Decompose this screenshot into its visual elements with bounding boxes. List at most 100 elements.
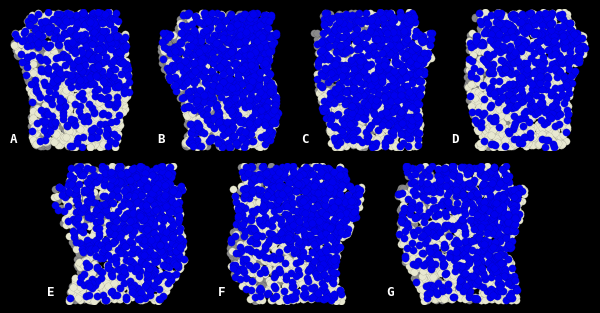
Point: [281, 290, 290, 295]
Point: [119, 245, 129, 250]
Point: [523, 85, 533, 90]
Point: [326, 130, 335, 135]
Point: [284, 198, 294, 203]
Point: [227, 104, 236, 109]
Point: [464, 258, 474, 263]
Point: [83, 100, 92, 105]
Point: [547, 32, 556, 37]
Point: [484, 77, 494, 82]
Point: [122, 293, 132, 298]
Point: [122, 233, 132, 238]
Point: [168, 234, 178, 239]
Point: [232, 275, 242, 280]
Point: [517, 88, 527, 93]
Point: [507, 84, 517, 89]
Point: [505, 295, 514, 300]
Point: [290, 282, 299, 287]
Point: [510, 213, 520, 218]
Point: [440, 285, 449, 290]
Point: [491, 174, 500, 179]
Point: [413, 132, 423, 137]
Point: [202, 63, 211, 68]
Point: [264, 286, 274, 291]
Point: [302, 254, 311, 259]
Point: [94, 55, 103, 60]
Point: [226, 22, 236, 27]
Point: [76, 275, 86, 280]
Point: [463, 209, 472, 214]
Point: [271, 214, 280, 219]
Point: [412, 206, 421, 211]
Point: [559, 17, 569, 22]
Point: [286, 187, 296, 192]
Point: [250, 49, 259, 54]
Point: [138, 205, 148, 210]
Point: [430, 247, 440, 252]
Point: [416, 249, 425, 254]
Point: [530, 20, 539, 25]
Point: [274, 180, 284, 185]
Point: [140, 229, 150, 234]
Point: [50, 102, 60, 107]
Point: [251, 220, 260, 225]
Point: [289, 283, 299, 288]
Point: [203, 46, 212, 51]
Point: [403, 101, 413, 106]
Point: [145, 240, 155, 245]
Point: [96, 68, 106, 73]
Point: [356, 71, 366, 76]
Point: [223, 95, 232, 100]
Point: [281, 258, 290, 263]
Point: [314, 292, 323, 297]
Point: [87, 29, 97, 34]
Point: [263, 226, 272, 231]
Point: [494, 133, 504, 138]
Point: [560, 28, 569, 33]
Point: [227, 107, 237, 112]
Point: [232, 21, 242, 26]
Point: [445, 274, 454, 279]
Point: [127, 168, 137, 173]
Point: [166, 277, 176, 282]
Point: [536, 105, 546, 110]
Point: [313, 50, 323, 55]
Point: [550, 117, 560, 122]
Point: [163, 281, 172, 286]
Point: [305, 229, 314, 234]
Point: [34, 123, 44, 128]
Point: [482, 79, 492, 84]
Point: [271, 258, 281, 263]
Point: [232, 65, 242, 70]
Point: [170, 65, 179, 70]
Point: [320, 173, 329, 178]
Point: [354, 88, 364, 93]
Point: [267, 100, 277, 105]
Point: [403, 57, 413, 62]
Point: [502, 141, 512, 146]
Point: [347, 45, 357, 50]
Point: [380, 106, 390, 111]
Point: [75, 264, 85, 269]
Point: [118, 92, 127, 97]
Point: [259, 112, 269, 117]
Point: [77, 247, 87, 252]
Point: [300, 178, 310, 183]
Point: [73, 58, 82, 63]
Point: [428, 198, 438, 203]
Point: [82, 103, 91, 108]
Point: [534, 138, 544, 143]
Point: [352, 39, 361, 44]
Point: [10, 31, 20, 36]
Point: [310, 241, 319, 246]
Point: [208, 44, 217, 49]
Point: [446, 283, 455, 288]
Point: [217, 126, 226, 131]
Point: [341, 49, 350, 54]
Point: [196, 121, 206, 126]
Point: [392, 98, 401, 103]
Point: [500, 137, 510, 142]
Point: [215, 40, 224, 45]
Point: [362, 138, 372, 143]
Point: [474, 10, 484, 15]
Point: [322, 276, 331, 281]
